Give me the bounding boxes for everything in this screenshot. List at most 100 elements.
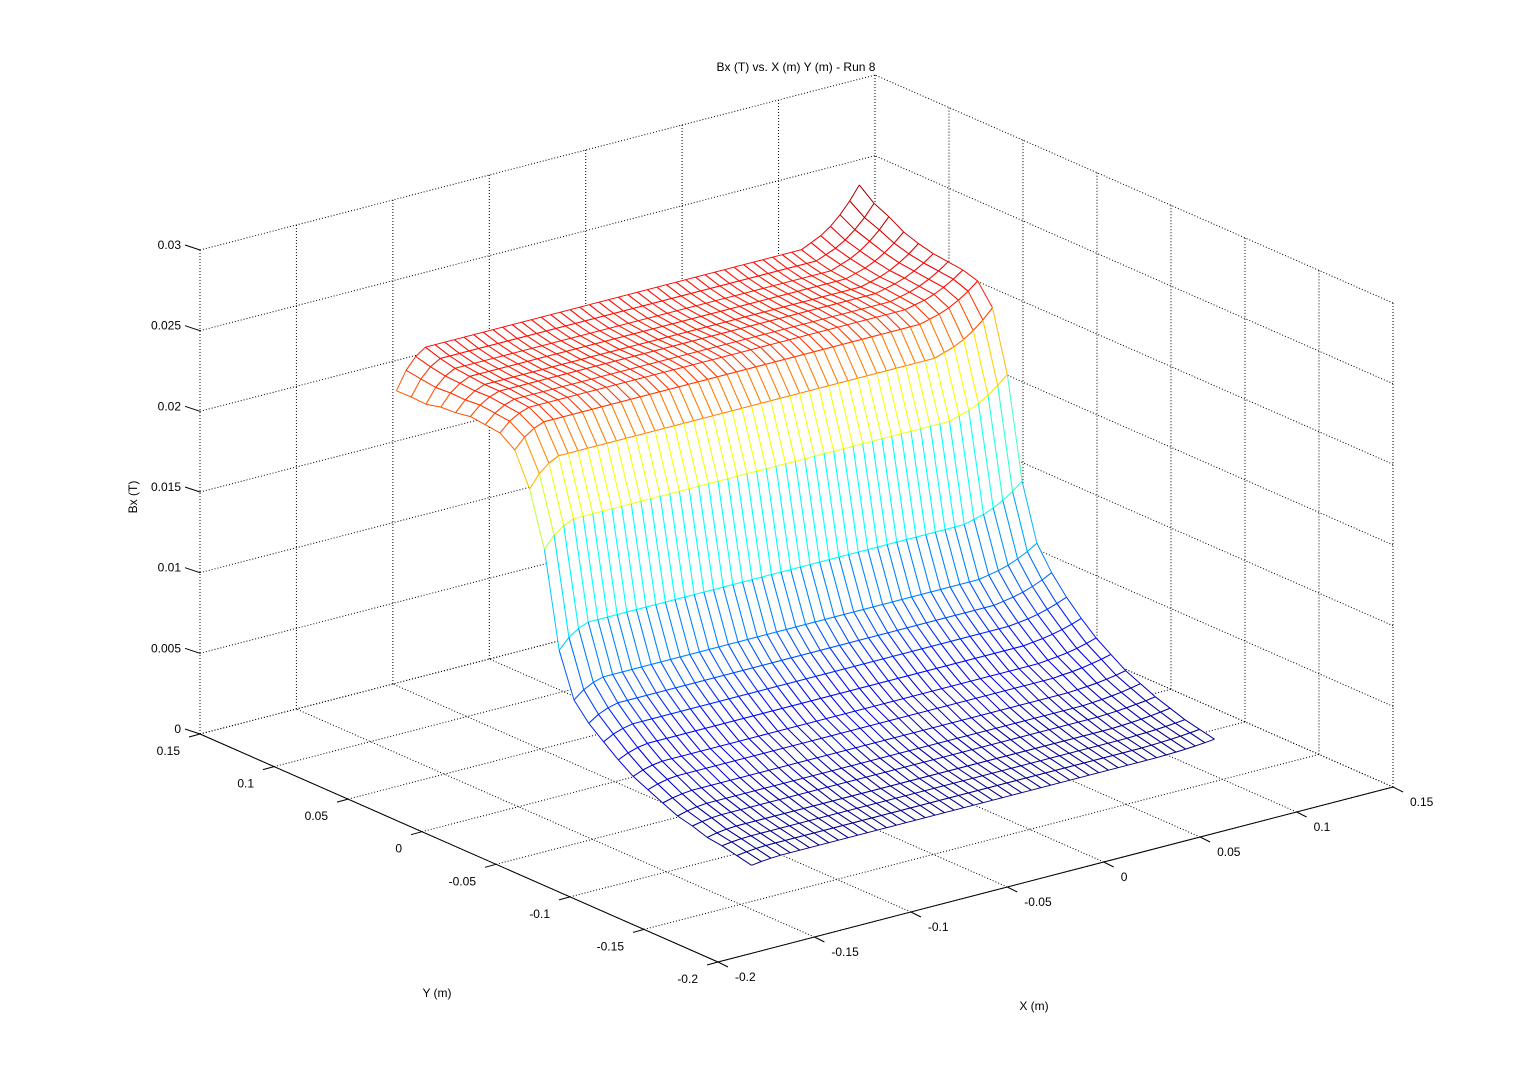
mesh-edge (934, 358, 950, 422)
mesh-edge (560, 337, 571, 342)
mesh-face (1043, 678, 1068, 696)
mesh-edge (850, 730, 866, 746)
mesh-edge (637, 289, 648, 293)
mesh-edge (878, 680, 889, 684)
mesh-edge (669, 493, 686, 598)
mesh-edge (729, 283, 745, 294)
mesh-edge (802, 740, 813, 744)
mesh-edge (904, 304, 915, 311)
mesh-edge (1037, 663, 1054, 679)
mesh-face (829, 645, 855, 669)
mesh-face (627, 697, 652, 722)
mesh-edge (778, 293, 789, 297)
mesh-face (689, 652, 715, 681)
mesh-edge (849, 639, 859, 644)
mesh-edge (816, 718, 827, 722)
mesh-edge (599, 330, 615, 340)
mesh-face (830, 693, 855, 714)
mesh-face (900, 326, 925, 364)
mesh-face (766, 466, 791, 573)
mesh-edge (582, 408, 593, 413)
mesh-edge (884, 737, 895, 741)
mesh-edge (1126, 703, 1137, 709)
mesh-edge (737, 473, 748, 477)
mesh-face (797, 723, 822, 741)
mesh-face (840, 730, 866, 748)
mesh-edge (552, 386, 563, 390)
mesh-face (676, 308, 702, 319)
mesh-edge (469, 373, 480, 377)
mesh-edge (779, 339, 790, 343)
mesh-edge (897, 627, 908, 631)
mesh-edge (978, 579, 995, 606)
mesh-edge (1076, 642, 1087, 649)
mesh-edge (625, 438, 642, 502)
mesh-edge (566, 373, 582, 383)
mesh-edge (618, 325, 634, 335)
mesh-edge (799, 566, 816, 623)
mesh-face (768, 296, 794, 307)
mesh-edge (800, 652, 811, 656)
mesh-face (592, 511, 618, 618)
mesh-edge (855, 273, 871, 283)
mesh-face (958, 766, 983, 779)
mesh-face (509, 413, 535, 438)
mesh-edge (592, 682, 609, 709)
mesh-edge (955, 660, 966, 664)
mesh-face (657, 313, 682, 324)
mesh-face (899, 750, 924, 765)
mesh-edge (1121, 687, 1132, 693)
mesh-face (673, 367, 699, 385)
mesh-face (910, 324, 935, 361)
mesh-edge (454, 365, 465, 369)
mesh-edge (750, 346, 761, 351)
mesh-face (876, 370, 902, 437)
mesh-edge (704, 728, 721, 747)
mesh-edge (1111, 695, 1127, 709)
mesh-edge (915, 536, 932, 593)
mesh-edge (592, 510, 603, 515)
mesh-edge (583, 689, 599, 715)
mesh-edge (948, 307, 965, 340)
mesh-edge (614, 358, 625, 362)
mesh-edge (657, 336, 668, 340)
mesh-face (782, 705, 807, 727)
mesh-face (518, 361, 543, 372)
mesh-edge (507, 338, 518, 342)
mesh-edge (960, 683, 977, 699)
mesh-edge (1059, 755, 1075, 766)
mesh-face (568, 628, 594, 690)
mesh-face (541, 314, 566, 329)
mesh-edge (868, 634, 879, 639)
mesh-edge (945, 617, 961, 640)
mesh-face (894, 767, 920, 781)
mesh-edge (731, 407, 742, 412)
mesh-edge (489, 390, 500, 398)
mesh-edge (834, 668, 845, 672)
mesh-edge (523, 393, 534, 398)
mesh-face (1008, 558, 1033, 593)
mesh-face (659, 389, 684, 426)
mesh-face (889, 753, 915, 768)
mesh-face (705, 300, 731, 312)
mesh-edge (945, 614, 956, 619)
mesh-face (831, 733, 856, 751)
mesh-edge (1047, 656, 1058, 661)
mesh-edge (686, 305, 697, 309)
mesh-edge (1086, 686, 1103, 700)
mesh-face (1111, 692, 1136, 708)
mesh-face (703, 415, 728, 482)
mesh-face (1087, 683, 1112, 700)
mesh-face (532, 369, 558, 379)
mesh-edge (922, 693, 938, 709)
mesh-edge (942, 722, 953, 726)
mesh-face (597, 443, 622, 509)
mesh-face (826, 716, 851, 734)
mesh-edge (872, 606, 889, 634)
mesh-edge (827, 326, 838, 331)
mesh-edge (673, 425, 690, 489)
mesh-face (575, 346, 601, 357)
mesh-face (795, 458, 820, 565)
mesh-face (724, 267, 749, 281)
mesh-face (426, 387, 451, 408)
